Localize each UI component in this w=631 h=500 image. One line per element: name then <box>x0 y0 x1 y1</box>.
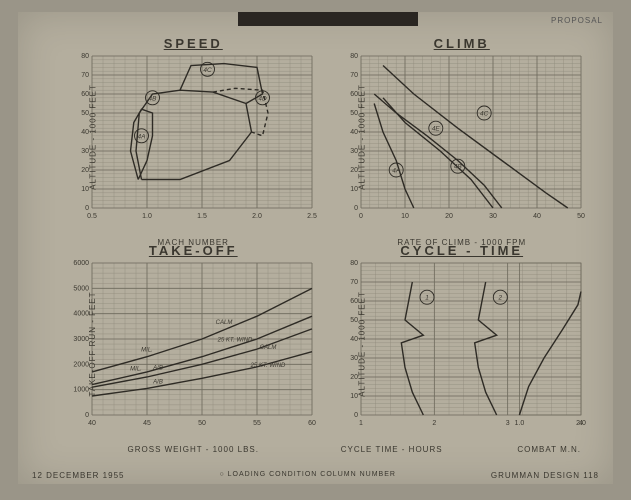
svg-text:4B: 4B <box>453 164 462 171</box>
speed-panel: SPEED ALTITUDE - 1000 FEET 0.51.01.52.02… <box>68 40 319 233</box>
climb-ylabel: ALTITUDE - 1000 FEET <box>357 84 366 190</box>
svg-text:1000: 1000 <box>73 387 89 394</box>
svg-text:0: 0 <box>359 213 363 220</box>
cycle-xlabel2: COMBAT M.N. <box>505 445 593 454</box>
svg-text:4A: 4A <box>138 133 146 140</box>
cycle-title: CYCLE - TIME <box>337 243 588 258</box>
svg-text:CALM: CALM <box>216 320 233 326</box>
svg-text:A/B: A/B <box>152 379 163 385</box>
speed-title: SPEED <box>68 36 319 51</box>
footer-right: GRUMMAN DESIGN 118 <box>491 471 599 480</box>
svg-text:MIL.: MIL. <box>141 348 153 354</box>
svg-text:1.0: 1.0 <box>142 213 152 220</box>
svg-text:4C: 4C <box>480 111 489 118</box>
svg-text:4C: 4C <box>203 67 212 74</box>
footer-date: 12 DECEMBER 1955 <box>32 471 124 480</box>
header-tape <box>238 12 418 26</box>
svg-text:2000: 2000 <box>73 361 89 368</box>
svg-text:1: 1 <box>425 295 429 302</box>
corner-text: PROPOSAL <box>551 16 603 25</box>
svg-text:2: 2 <box>432 420 436 427</box>
svg-text:2: 2 <box>497 295 502 302</box>
svg-text:4A: 4A <box>392 168 400 175</box>
svg-text:2.5: 2.5 <box>307 213 317 220</box>
svg-text:4D: 4D <box>258 95 267 102</box>
svg-text:70: 70 <box>350 72 358 79</box>
svg-text:2.0: 2.0 <box>576 420 586 427</box>
takeoff-panel: TAKE-OFF TAKE-OFF RUN - FEET 40455055600… <box>68 247 319 440</box>
takeoff-xlabel: GROSS WEIGHT - 1000 LBS. <box>68 445 319 454</box>
takeoff-ylabel: TAKE-OFF RUN - FEET <box>88 291 97 396</box>
svg-text:A/B: A/B <box>152 365 163 371</box>
svg-text:40: 40 <box>533 213 541 220</box>
takeoff-chart: 40 45 50 55 60 0 1000 2000 3000 4000 5000 6000 CALM M… <box>68 247 318 433</box>
svg-text:45: 45 <box>143 420 151 427</box>
speed-ylabel: ALTITUDE - 1000 FEET <box>88 84 97 190</box>
svg-text:80: 80 <box>81 53 89 60</box>
climb-chart: 01020304050010203040506070804A4B4C4E <box>337 40 587 226</box>
svg-text:60: 60 <box>308 420 316 427</box>
svg-text:4000: 4000 <box>73 311 89 318</box>
cycle-chart: 123401020304050607080121.02.0 <box>337 247 587 433</box>
svg-text:30: 30 <box>489 213 497 220</box>
svg-text:10: 10 <box>401 213 409 220</box>
svg-text:6000: 6000 <box>73 260 89 267</box>
footer-mid: ○ LOADING CONDITION COLUMN NUMBER <box>219 471 395 480</box>
svg-text:4B: 4B <box>149 95 158 102</box>
svg-text:1: 1 <box>359 420 363 427</box>
climb-title: CLIMB <box>337 36 588 51</box>
cycle-xlabel: CYCLE TIME - HOURS <box>317 445 467 454</box>
svg-text:0: 0 <box>85 205 89 212</box>
svg-text:40: 40 <box>88 420 96 427</box>
svg-text:50: 50 <box>198 420 206 427</box>
svg-text:25 KT. WIND: 25 KT. WIND <box>250 363 286 369</box>
climb-panel: CLIMB ALTITUDE - 1000 FEET 0102030405001… <box>337 40 588 233</box>
svg-text:80: 80 <box>350 260 358 267</box>
svg-text:25 KT. WIND: 25 KT. WIND <box>217 338 253 344</box>
svg-text:55: 55 <box>253 420 261 427</box>
svg-text:0.5: 0.5 <box>87 213 97 220</box>
cycle-ylabel: ALTITUDE - 1000 FEET <box>357 291 366 397</box>
svg-text:70: 70 <box>81 72 89 79</box>
chart-grid: SPEED ALTITUDE - 1000 FEET 0.51.01.52.02… <box>68 40 587 440</box>
svg-text:CALM: CALM <box>260 345 277 351</box>
svg-text:1.5: 1.5 <box>197 213 207 220</box>
footer: 12 DECEMBER 1955 ○ LOADING CONDITION COL… <box>32 471 599 480</box>
takeoff-title: TAKE-OFF <box>68 243 319 258</box>
svg-text:5000: 5000 <box>73 285 89 292</box>
speed-chart: 0.51.01.52.02.5010203040506070804A4B4C4D <box>68 40 318 226</box>
svg-text:2.0: 2.0 <box>252 213 262 220</box>
svg-text:0: 0 <box>354 205 358 212</box>
svg-text:4E: 4E <box>431 126 440 133</box>
svg-text:70: 70 <box>350 279 358 286</box>
svg-text:80: 80 <box>350 53 358 60</box>
svg-text:3: 3 <box>505 420 509 427</box>
svg-text:1.0: 1.0 <box>514 420 524 427</box>
drawing-sheet: PROPOSAL SPEED ALTITUDE - 1000 FEET 0.5 1… <box>18 12 613 484</box>
svg-text:3000: 3000 <box>73 336 89 343</box>
svg-text:0: 0 <box>85 412 89 419</box>
svg-text:MIL.: MIL. <box>130 367 142 373</box>
cycle-panel: CYCLE - TIME ALTITUDE - 1000 FEET 123401… <box>337 247 588 440</box>
svg-text:20: 20 <box>445 213 453 220</box>
svg-text:50: 50 <box>577 213 585 220</box>
svg-text:0: 0 <box>354 412 358 419</box>
